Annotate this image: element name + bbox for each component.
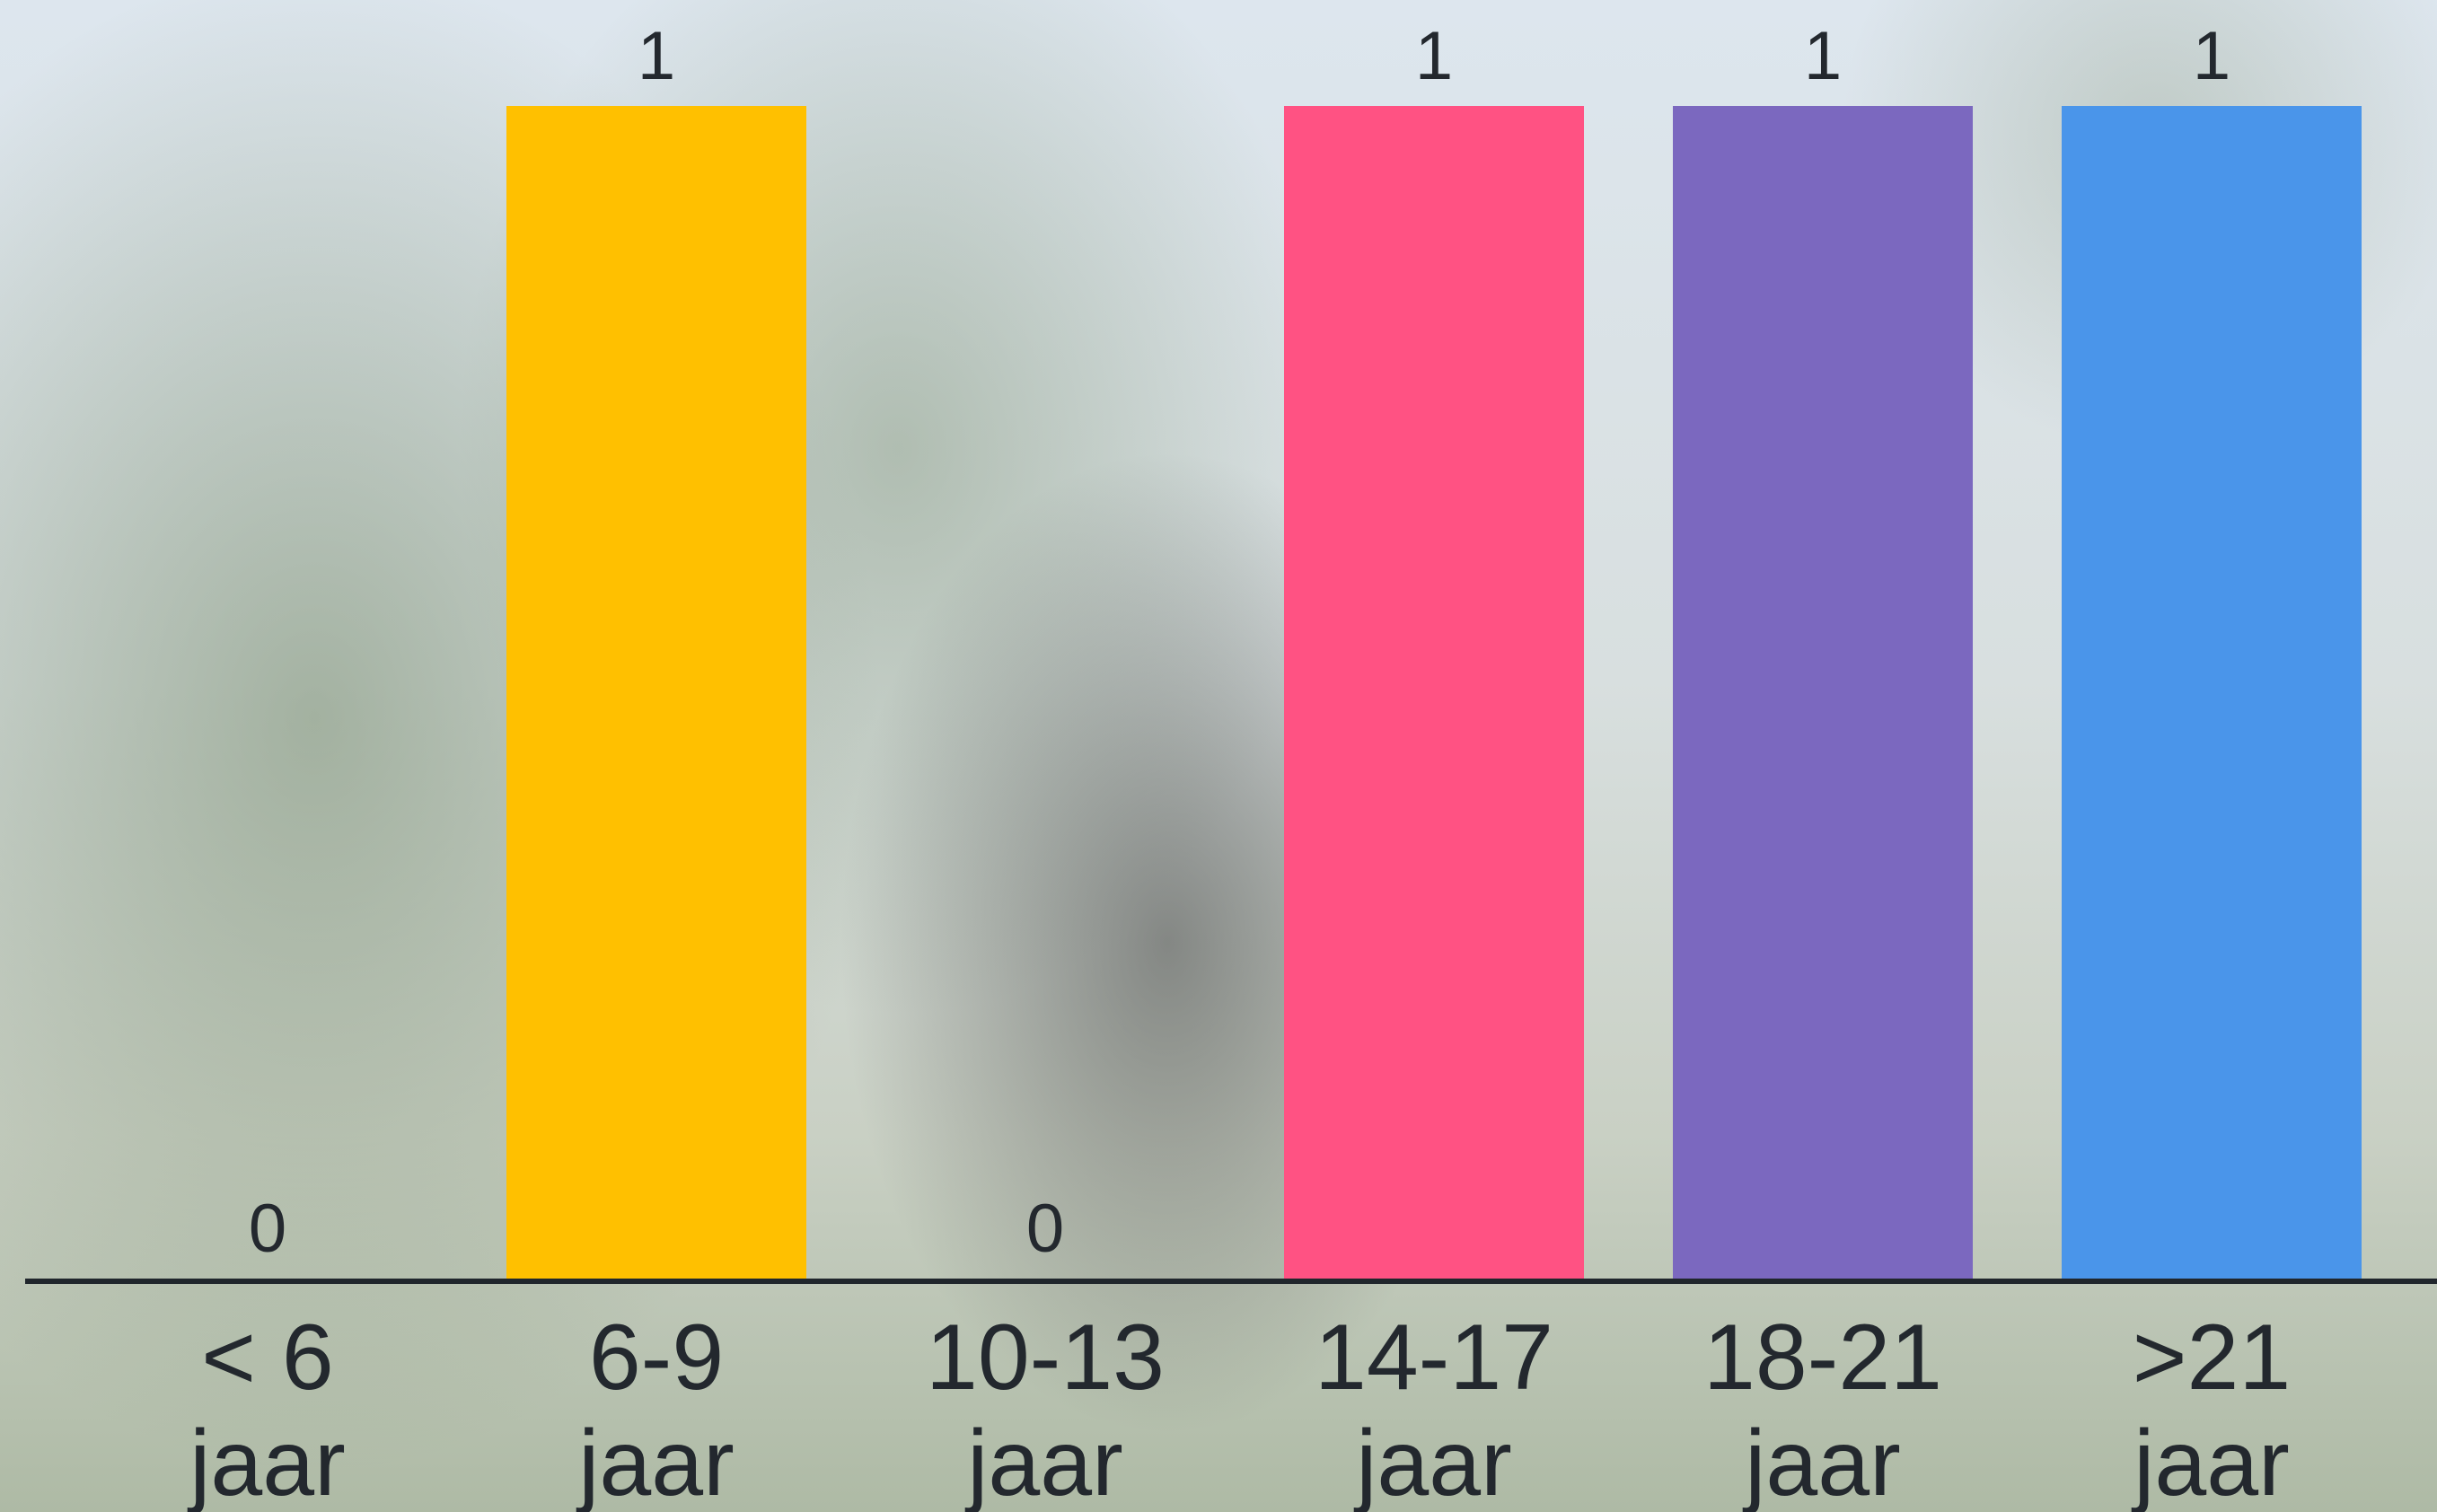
category-label-5-line-1: jaar [2131,1411,2289,1512]
bars-group [506,106,2362,1279]
category-label-0-line-1: jaar [187,1411,345,1512]
category-label-1-line-1: jaar [576,1411,734,1512]
category-label-2-line-1: jaar [964,1411,1122,1512]
value-label-2: 0 [1026,1191,1064,1267]
category-label-0-line-0: < 6 [201,1305,333,1410]
value-label-5: 1 [2193,18,2230,94]
bar-1 [506,106,806,1279]
category-label-2-line-0: 10-13 [926,1305,1165,1410]
bar-5 [2062,106,2362,1279]
category-label-1-line-0: 6-9 [589,1305,724,1410]
value-labels-group: 0 1 0 1 1 1 [249,18,2230,1267]
category-label-4-line-1: jaar [1742,1411,1900,1512]
value-label-3: 1 [1415,18,1453,94]
category-label-5-line-0: >21 [2133,1305,2291,1410]
bar-4 [1673,106,1973,1279]
value-label-0: 0 [249,1191,286,1267]
category-label-3-line-1: jaar [1353,1411,1511,1512]
category-label-3-line-0: 14-17 [1315,1305,1553,1410]
bar-3 [1284,106,1584,1279]
category-label-4-line-0: 18-21 [1703,1305,1942,1410]
category-labels-group: < 6jaar6-9jaar10-13jaar14-17jaar18-21jaa… [187,1305,2291,1512]
value-label-1: 1 [638,18,675,94]
value-label-4: 1 [1804,18,1842,94]
